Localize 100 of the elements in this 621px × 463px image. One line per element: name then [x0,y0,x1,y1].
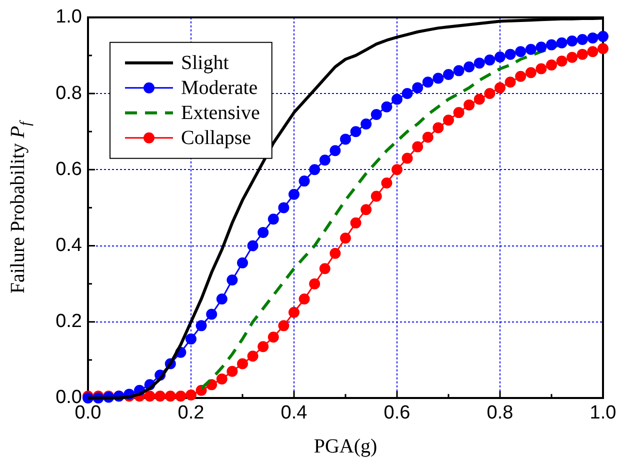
point [258,226,269,238]
point [525,44,536,55]
point [412,141,424,152]
point [247,350,258,362]
point [422,132,434,143]
point [504,48,516,60]
point [360,118,372,130]
y-tick-label: 0.8 [56,82,82,104]
point [237,358,248,370]
point [576,34,588,45]
point [340,134,351,145]
point [370,190,382,202]
point [288,188,300,200]
point [164,390,176,402]
point [350,126,362,138]
point [330,145,341,156]
point [237,257,248,268]
point [598,43,608,54]
point [186,334,196,345]
point [432,122,444,134]
legend-label: Extensive [181,102,260,124]
point [536,42,547,53]
point [319,154,330,166]
legend-label: Collapse [181,127,252,150]
point [278,202,290,214]
point [484,54,496,66]
point [432,72,444,84]
point [288,306,300,318]
point [443,68,454,80]
point [598,30,608,42]
point [587,46,598,58]
point [494,51,506,62]
point [464,99,475,110]
point [350,217,362,228]
point [392,164,402,176]
point [484,88,496,100]
point [154,390,166,402]
point [144,390,156,402]
point [370,108,382,120]
point [268,332,279,343]
legend-label: Slight [181,52,230,74]
point [247,240,258,252]
point [576,48,588,60]
point [319,263,330,274]
point [504,76,516,88]
point [556,56,568,67]
y-tick-label: 1.0 [56,6,82,28]
x-tick-label: 0.4 [280,402,308,424]
point [186,389,196,400]
point [196,320,207,332]
point [453,65,464,76]
x-tick-label: 1.0 [590,402,616,424]
point [330,248,341,259]
point [216,373,228,384]
point [340,232,351,244]
point [226,366,238,377]
point [566,52,578,63]
point [464,61,475,72]
point [515,46,526,58]
point [453,107,464,118]
point [216,294,228,305]
point [474,94,485,105]
point [258,341,269,352]
point [587,32,598,44]
y-tick-label: 0.2 [56,311,82,332]
point [206,308,218,320]
point [402,88,413,100]
y-axis-title: Failure Probability Pf [7,120,34,294]
point [298,176,310,187]
point [360,204,372,216]
point [278,320,290,332]
point [474,58,485,69]
point [536,63,547,74]
point [226,274,238,286]
point [268,214,279,225]
x-axis-title: PGA(g) [314,435,378,458]
x-tick-label: 0.2 [178,402,204,424]
point [515,70,526,82]
point [525,67,536,78]
x-tick-label: 0.6 [384,402,410,424]
point [402,152,413,164]
y-tick-label: 0.4 [56,234,82,256]
point [546,59,557,70]
point [381,101,392,112]
point [392,94,402,105]
point [175,390,186,402]
point [443,114,454,126]
point [309,278,320,290]
y-tick-label: 0.6 [56,158,82,180]
point [556,37,568,48]
legend-label: Moderate [181,77,258,100]
point [422,76,434,88]
point [412,82,424,94]
point [298,294,310,305]
point [546,39,557,50]
point [381,177,392,188]
point [494,82,506,94]
point [566,35,578,46]
x-tick-label: 0.8 [486,402,514,424]
point [309,164,320,176]
